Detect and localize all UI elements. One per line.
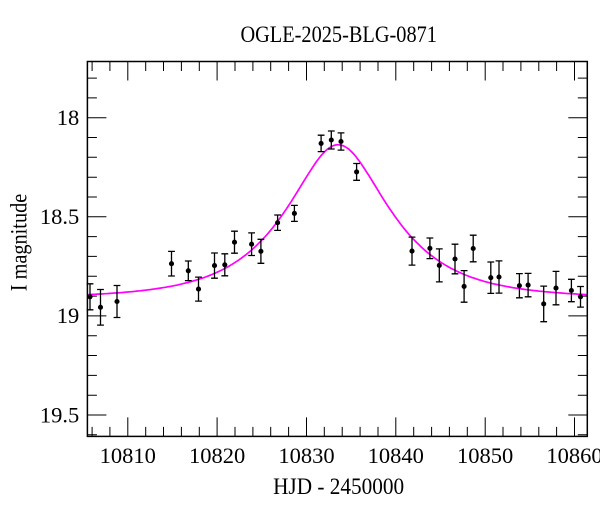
svg-text:10830: 10830 [278,443,334,468]
svg-text:10810: 10810 [100,443,156,468]
svg-text:18.5: 18.5 [40,204,79,229]
svg-text:19.5: 19.5 [40,402,79,427]
svg-text:10850: 10850 [457,443,513,468]
svg-text:10820: 10820 [189,443,245,468]
svg-text:10840: 10840 [368,443,424,468]
svg-text:OGLE-2025-BLG-0871: OGLE-2025-BLG-0871 [240,22,437,47]
svg-text:10860: 10860 [546,443,600,468]
svg-text:19: 19 [57,303,80,328]
svg-text:HJD - 2450000: HJD - 2450000 [273,474,404,499]
svg-text:I magnitude: I magnitude [7,194,32,292]
svg-text:18: 18 [57,105,80,130]
